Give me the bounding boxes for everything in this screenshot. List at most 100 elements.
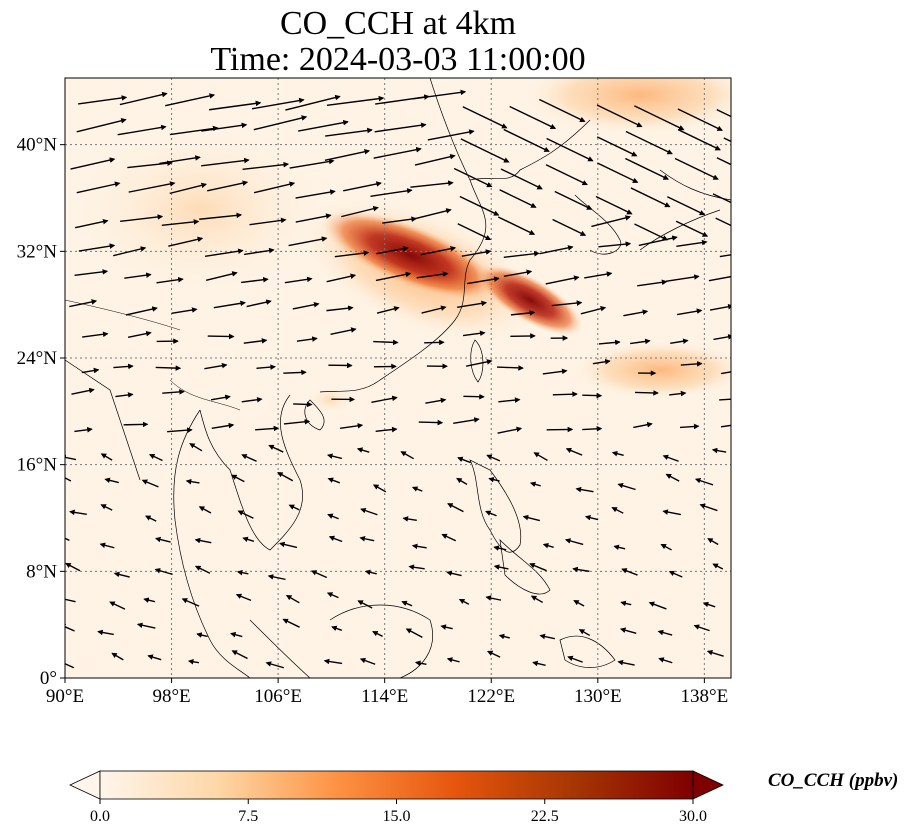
wind-arrow xyxy=(485,595,502,601)
wind-arrow xyxy=(295,213,332,223)
wind-arrow xyxy=(611,450,624,457)
colorbar: 0.0 7.5 15.0 22.5 30.0 xyxy=(69,770,724,825)
wind-arrow xyxy=(331,625,343,632)
wind-arrow xyxy=(69,509,87,516)
wind-arrow xyxy=(246,299,272,308)
wind-vectors xyxy=(65,89,731,669)
wind-arrow xyxy=(298,119,349,132)
wind-arrow xyxy=(253,115,308,131)
malay-peninsula xyxy=(173,409,251,678)
wind-arrow xyxy=(676,239,708,248)
wind-arrow xyxy=(144,515,157,522)
wind-arrow xyxy=(488,476,500,483)
wind-arrow xyxy=(111,652,124,661)
wind-arrow xyxy=(552,391,578,398)
wind-arrow xyxy=(204,362,228,370)
wind-arrow xyxy=(372,631,383,637)
wind-arrow xyxy=(668,570,683,578)
map-subtitle-time: Time: 2024-03-03 11:00:00 xyxy=(210,41,586,78)
sumatra-coast xyxy=(249,619,311,678)
lat-tick-label: 16°N xyxy=(17,455,58,476)
wind-arrow xyxy=(169,182,207,195)
wind-arrow xyxy=(592,358,611,365)
wind-arrow xyxy=(530,595,544,604)
wind-arrow xyxy=(375,271,412,282)
wind-arrow xyxy=(295,189,336,199)
wind-arrow xyxy=(283,419,311,425)
wind-arrow xyxy=(372,484,387,493)
wind-arrow xyxy=(370,188,413,197)
background-haze xyxy=(65,120,340,300)
wind-arrow xyxy=(539,98,586,123)
wind-arrow xyxy=(74,427,93,433)
korea-bohai-coast xyxy=(469,119,591,181)
wind-arrow xyxy=(414,660,427,667)
wind-arrow xyxy=(283,369,307,376)
wind-arrow xyxy=(168,236,204,247)
wind-arrow xyxy=(410,180,454,188)
lon-tick-label: 122°E xyxy=(467,686,515,707)
wind-arrow xyxy=(633,421,653,429)
wind-arrow xyxy=(493,564,509,570)
wind-arrow xyxy=(679,423,700,430)
wind-arrow xyxy=(74,269,109,276)
longitude-ticks: 90°E 98°E 106°E 114°E 122°E 130°E 138°E xyxy=(46,678,728,707)
lon-tick-label: 98°E xyxy=(152,686,190,707)
wind-arrow xyxy=(665,473,680,482)
wind-arrow xyxy=(503,128,550,152)
wind-arrow xyxy=(427,129,475,141)
wind-arrow xyxy=(693,624,710,632)
east-tail-plume xyxy=(570,340,731,400)
wind-arrow xyxy=(104,477,119,484)
wind-arrow xyxy=(310,570,328,579)
wind-arrow xyxy=(497,426,523,434)
wind-arrow xyxy=(181,598,200,607)
colorbar-tick-label: 7.5 xyxy=(238,808,258,825)
wind-arrow xyxy=(213,300,246,309)
wind-arrow xyxy=(328,535,343,543)
lat-tick-label: 40°N xyxy=(17,135,58,156)
wind-arrow xyxy=(194,537,212,544)
wind-arrow xyxy=(253,181,296,194)
wind-arrow xyxy=(611,507,624,514)
wind-arrow xyxy=(712,193,731,204)
wind-arrow xyxy=(723,137,731,143)
wind-arrow xyxy=(155,365,182,371)
wind-arrow xyxy=(677,308,703,316)
wind-arrow xyxy=(154,568,173,576)
wind-arrow xyxy=(554,190,593,210)
wind-arrow xyxy=(719,254,731,258)
lon-tick-label: 138°E xyxy=(681,686,729,707)
wind-arrow xyxy=(167,427,193,433)
wind-arrow xyxy=(413,89,467,100)
wind-arrow xyxy=(412,208,452,220)
lat-tick-label: 32°N xyxy=(17,241,58,262)
wind-arrow xyxy=(374,122,427,133)
wind-arrow xyxy=(165,93,216,107)
wind-arrow xyxy=(694,477,714,486)
wind-arrow xyxy=(326,95,385,107)
china-east-coast xyxy=(319,78,487,393)
wind-arrow xyxy=(582,425,603,432)
taiwan xyxy=(470,339,484,383)
wind-arrow xyxy=(127,160,173,169)
wind-arrow xyxy=(70,157,116,170)
wind-arrow xyxy=(242,536,255,543)
wind-arrow xyxy=(100,504,113,511)
wind-arrow xyxy=(411,543,427,550)
wind-arrow xyxy=(648,601,667,610)
wind-arrow xyxy=(128,181,176,193)
wind-arrow xyxy=(662,509,681,516)
wind-arrow xyxy=(405,628,423,638)
wind-arrow xyxy=(296,336,318,342)
wind-arrow xyxy=(360,507,378,516)
wind-arrow xyxy=(485,510,497,517)
wind-arrow xyxy=(154,536,171,543)
map-area xyxy=(65,78,731,678)
wind-arrow xyxy=(613,544,626,551)
wind-arrow xyxy=(267,574,286,581)
wind-arrow xyxy=(623,309,649,317)
wind-arrow xyxy=(371,395,398,403)
wind-arrow xyxy=(204,248,244,257)
wind-arrow xyxy=(75,218,109,229)
